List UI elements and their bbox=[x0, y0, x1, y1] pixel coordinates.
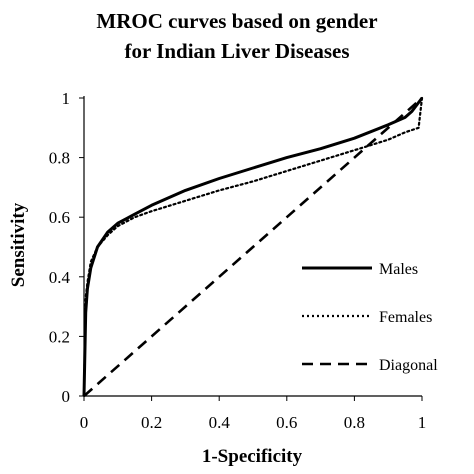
chart-title-line-2: for Indian Liver Diseases bbox=[125, 39, 350, 63]
legend-label-males: Males bbox=[379, 261, 418, 278]
series-layer bbox=[82, 96, 424, 398]
legend: Males Females Diagonal bbox=[302, 261, 438, 374]
x-tick-label: 0.8 bbox=[344, 413, 365, 432]
x-axis-label: 1-Specificity bbox=[202, 446, 303, 467]
legend-label-females: Females bbox=[379, 309, 432, 326]
legend-label-diagonal: Diagonal bbox=[379, 357, 438, 374]
chart-title: MROC curves based on gender for Indian L… bbox=[96, 9, 377, 63]
x-tick-label: 0.6 bbox=[276, 413, 297, 432]
x-tick-label: 0.4 bbox=[209, 413, 231, 432]
chart-title-line-1: MROC curves based on gender bbox=[96, 9, 377, 33]
y-tick-label: 0.8 bbox=[49, 149, 70, 168]
x-tick-label: 0.2 bbox=[141, 413, 162, 432]
y-axis-label: Sensitivity bbox=[8, 202, 29, 287]
series-line-females bbox=[82, 96, 424, 398]
x-tick-label: 0 bbox=[80, 413, 89, 432]
y-tick-label: 0.6 bbox=[49, 208, 70, 227]
y-tick-label: 0.4 bbox=[49, 268, 71, 287]
y-tick-label: 0.2 bbox=[49, 327, 70, 346]
axes: 0 0.2 0.4 0.6 0.8 1 0 0.2 0.4 0.6 0.8 1 bbox=[49, 89, 427, 432]
x-tick-label: 1 bbox=[418, 413, 427, 432]
series-line-males bbox=[82, 97, 424, 397]
y-tick-label: 0 bbox=[62, 387, 71, 406]
series-line-diagonal bbox=[83, 97, 423, 397]
y-tick-label: 1 bbox=[62, 89, 71, 108]
